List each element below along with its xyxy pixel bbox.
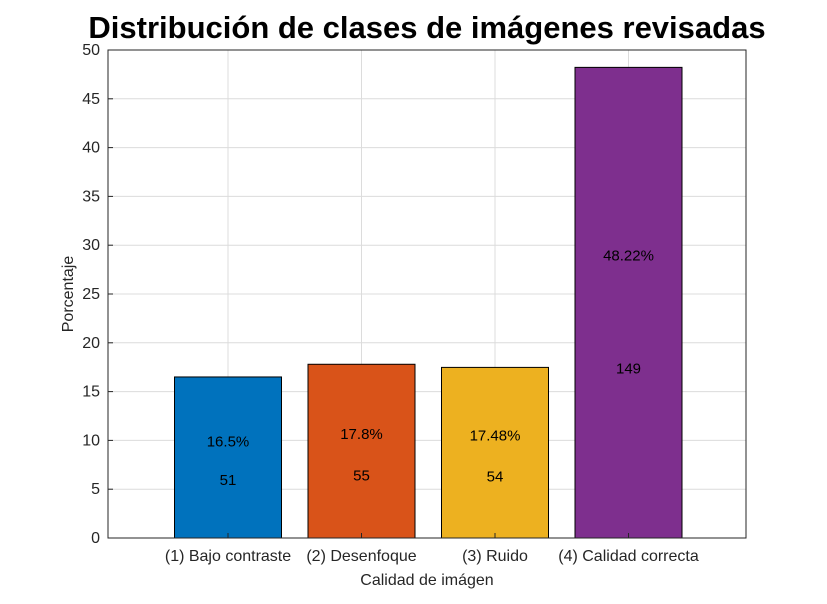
y-axis-label: Porcentaje — [60, 256, 77, 333]
data-labels: 16.5% 51 17.8% 55 17.48% 54 48.22% 149 — [207, 248, 654, 489]
y-tick-label: 0 — [91, 530, 100, 547]
y-tick-label: 40 — [82, 140, 100, 157]
y-tick-label: 10 — [82, 432, 100, 449]
y-tick-label: 30 — [82, 237, 100, 254]
chart-title: Distribución de clases de imágenes revis… — [88, 10, 765, 45]
bar — [307, 363, 416, 539]
y-tick-label: 25 — [82, 286, 100, 303]
bar — [174, 376, 282, 539]
x-tick-label: (3) Ruido — [462, 548, 528, 565]
y-tick-label: 50 — [82, 42, 100, 59]
x-tick-label: (4) Calidad correcta — [558, 548, 699, 565]
count-data-label: 149 — [616, 361, 641, 378]
bar — [441, 366, 549, 539]
y-tick-label: 5 — [91, 481, 100, 498]
percent-data-label: 17.8% — [340, 426, 383, 443]
percent-data-label: 17.48% — [470, 428, 521, 445]
y-tick-label: 20 — [82, 335, 100, 352]
y-tick-label: 45 — [82, 91, 100, 108]
x-axis-ticks: (1) Bajo contraste (2) Desenfoque (3) Ruid… — [165, 533, 699, 565]
x-tick-label: (2) Desenfoque — [306, 548, 416, 565]
x-axis-label: Calidad de imágen — [360, 572, 493, 589]
y-tick-label: 15 — [82, 384, 100, 401]
count-data-label: 54 — [487, 469, 504, 486]
bar — [574, 66, 683, 539]
percent-data-label: 48.22% — [603, 248, 654, 265]
bar-series — [174, 66, 683, 539]
y-axis-ticks: 0 5 10 15 20 25 30 35 40 45 50 — [82, 42, 113, 547]
count-data-label: 55 — [353, 467, 370, 484]
percent-data-label: 16.5% — [207, 433, 250, 450]
x-tick-label: (1) Bajo contraste — [165, 548, 291, 565]
y-tick-label: 35 — [82, 188, 100, 205]
count-data-label: 51 — [220, 472, 237, 489]
